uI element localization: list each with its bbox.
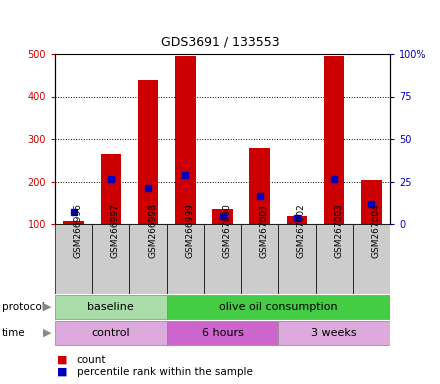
- Text: 3 weeks: 3 weeks: [312, 328, 357, 338]
- Bar: [92, 224, 129, 294]
- Bar: [279, 224, 315, 294]
- Bar: [55, 224, 92, 294]
- Text: olive oil consumption: olive oil consumption: [219, 302, 337, 312]
- Bar: [167, 321, 279, 346]
- Bar: [63, 220, 84, 224]
- Bar: [101, 154, 121, 224]
- Text: ■: ■: [57, 367, 67, 377]
- Text: GDS3691 / 133553: GDS3691 / 133553: [161, 35, 279, 48]
- Bar: [241, 224, 279, 294]
- Text: time: time: [2, 328, 26, 338]
- Text: GSM266998: GSM266998: [148, 204, 157, 258]
- Text: GSM267001: GSM267001: [260, 204, 269, 258]
- Text: percentile rank within the sample: percentile rank within the sample: [77, 367, 253, 377]
- Bar: [315, 224, 353, 294]
- Bar: [167, 295, 390, 319]
- Bar: [249, 148, 270, 224]
- Text: baseline: baseline: [88, 302, 134, 312]
- Text: GSM267004: GSM267004: [371, 204, 381, 258]
- Bar: [55, 295, 167, 319]
- Bar: [55, 321, 167, 346]
- Bar: [138, 79, 158, 224]
- Bar: [361, 180, 381, 224]
- Bar: [279, 321, 390, 346]
- Bar: [129, 224, 167, 294]
- Bar: [175, 56, 195, 224]
- Text: protocol: protocol: [2, 302, 45, 312]
- Text: GSM267000: GSM267000: [223, 204, 231, 258]
- Text: count: count: [77, 355, 106, 365]
- Bar: [167, 224, 204, 294]
- Text: GSM266996: GSM266996: [73, 204, 83, 258]
- Text: 6 hours: 6 hours: [202, 328, 243, 338]
- Text: GSM267003: GSM267003: [334, 204, 343, 258]
- Bar: [324, 56, 345, 224]
- Text: ■: ■: [57, 355, 67, 365]
- Bar: [204, 224, 241, 294]
- Bar: [212, 209, 233, 224]
- Text: GSM267002: GSM267002: [297, 204, 306, 258]
- Text: ▶: ▶: [43, 302, 51, 312]
- Bar: [353, 224, 390, 294]
- Text: ▶: ▶: [43, 328, 51, 338]
- Text: GSM266997: GSM266997: [111, 204, 120, 258]
- Text: control: control: [92, 328, 130, 338]
- Bar: [287, 216, 307, 224]
- Text: GSM266999: GSM266999: [185, 204, 194, 258]
